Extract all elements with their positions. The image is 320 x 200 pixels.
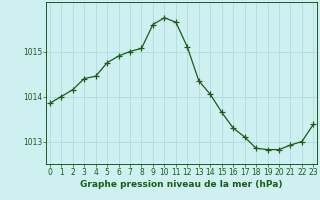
X-axis label: Graphe pression niveau de la mer (hPa): Graphe pression niveau de la mer (hPa) bbox=[80, 180, 283, 189]
